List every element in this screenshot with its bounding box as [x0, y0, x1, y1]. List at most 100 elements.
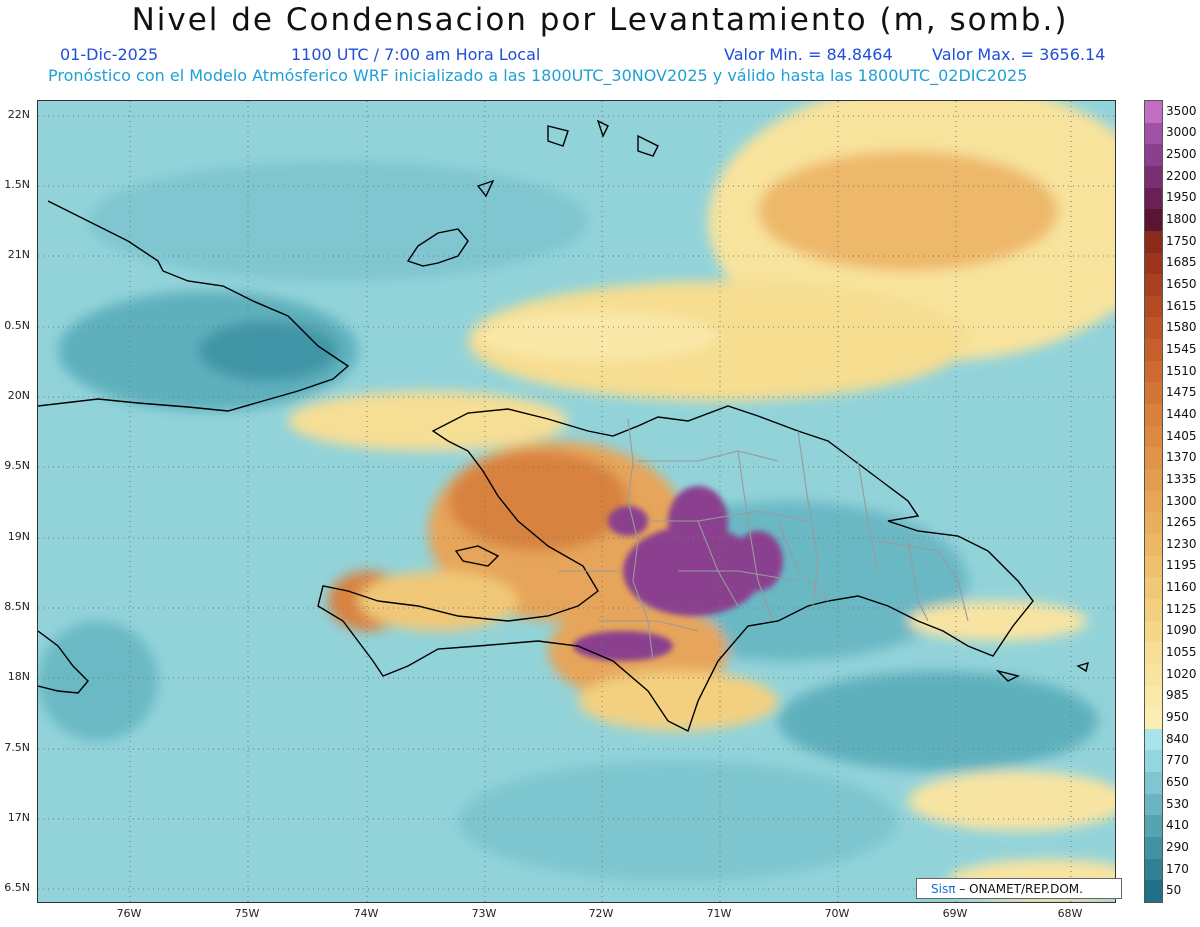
legend-swatch: [1145, 425, 1162, 448]
legend-swatch: [1145, 295, 1162, 318]
legend-label: 1475: [1166, 385, 1197, 400]
legend-label: 1160: [1166, 580, 1197, 595]
legend-label: 1370: [1166, 450, 1197, 465]
legend-label: 1090: [1166, 623, 1197, 638]
gonave-coast: [454, 545, 500, 567]
coastlines: [38, 119, 1089, 732]
legend-label: 1440: [1166, 406, 1197, 421]
lon-label: 68W: [1057, 907, 1083, 920]
forecast-date: 01-Dic-2025: [60, 45, 159, 64]
legend-swatch: [1145, 858, 1162, 881]
lon-label: 76W: [116, 907, 142, 920]
lat-label: 21N: [7, 248, 30, 261]
legend-swatch: [1145, 707, 1162, 730]
legend-label: 3000: [1166, 125, 1197, 140]
lcl-map: [38, 101, 1115, 902]
legend-label: 1685: [1166, 255, 1197, 270]
lat-label: 1.5N: [4, 178, 30, 191]
max-value: Valor Max. = 3656.14: [932, 45, 1106, 64]
legend-swatch: [1145, 663, 1162, 686]
lon-label: 71W: [706, 907, 732, 920]
legend-label: 950: [1166, 709, 1189, 724]
inagua-coast: [406, 228, 469, 267]
legend-swatch: [1145, 209, 1162, 232]
brand-name: Sisπ: [931, 882, 956, 896]
credit-box: Sisπ – ONAMET/REP.DOM.: [916, 878, 1122, 899]
legend-swatch: [1145, 598, 1162, 622]
legend-label: 1125: [1166, 601, 1197, 616]
lat-label: 19N: [7, 530, 30, 543]
cuba-coast: [38, 200, 350, 412]
legend-swatch: [1145, 339, 1162, 362]
lon-label: 75W: [234, 907, 260, 920]
legend-label: 770: [1166, 753, 1189, 768]
legend-label: 1750: [1166, 233, 1197, 248]
legend-swatch: [1145, 793, 1162, 816]
legend-label: 1265: [1166, 515, 1197, 530]
legend-label: 985: [1166, 688, 1189, 703]
province-borders: [558, 418, 969, 662]
lat-label: 18N: [7, 670, 30, 683]
legend-swatch: [1145, 122, 1162, 145]
legend-swatch: [1145, 144, 1162, 167]
legend-swatch: [1145, 685, 1162, 708]
legend-swatch: [1145, 880, 1162, 903]
legend-swatch: [1145, 404, 1162, 427]
legend-swatch: [1145, 469, 1162, 492]
legend-swatch: [1145, 252, 1162, 275]
legend-label: 1020: [1166, 666, 1197, 681]
islet-1: [476, 179, 495, 198]
forecast-time: 1100 UTC / 7:00 am Hora Local: [291, 45, 541, 64]
legend-swatch: [1145, 187, 1162, 210]
legend-swatch: [1145, 360, 1162, 383]
lat-label: 17N: [7, 811, 30, 824]
legend-swatch: [1145, 101, 1162, 124]
lon-label: 72W: [588, 907, 614, 920]
legend-label: 1405: [1166, 428, 1197, 443]
forecast-info: Pronóstico con el Modelo Atmósferico WRF…: [48, 66, 1028, 85]
grid-lines: [38, 101, 1115, 902]
legend-label: 290: [1166, 839, 1189, 854]
lon-label: 74W: [353, 907, 379, 920]
legend-swatch: [1145, 555, 1162, 578]
lon-label: 70W: [824, 907, 850, 920]
islet-3: [596, 119, 609, 138]
lon-label: 73W: [471, 907, 497, 920]
legend-label: 1055: [1166, 645, 1197, 660]
legend-swatch: [1145, 274, 1162, 297]
legend-label: 1650: [1166, 277, 1197, 291]
legend-swatch: [1145, 815, 1162, 838]
legend-swatch: [1145, 642, 1162, 665]
legend-label: 170: [1166, 861, 1189, 876]
map-title: Nivel de Condensacion por Levantamiento …: [131, 2, 1069, 38]
legend-label: 1230: [1166, 536, 1197, 551]
legend-label: 840: [1166, 731, 1189, 746]
color-legend: [1144, 100, 1163, 903]
legend-label: 1545: [1166, 341, 1197, 356]
legend-swatch: [1145, 837, 1162, 860]
lat-label: 0.5N: [4, 319, 30, 332]
lon-label: 69W: [942, 907, 968, 920]
credit-text: – ONAMET/REP.DOM.: [959, 882, 1083, 896]
legend-swatch: [1145, 490, 1162, 513]
legend-label: 2500: [1166, 147, 1197, 162]
legend-swatch: [1145, 317, 1162, 340]
legend-label: 1615: [1166, 298, 1197, 313]
islet-5: [1076, 661, 1089, 673]
lat-label: 20N: [7, 389, 30, 402]
legend-swatch: [1145, 728, 1162, 751]
legend-swatch: [1145, 165, 1162, 189]
legend-label: 530: [1166, 796, 1189, 811]
legend-label: 1580: [1166, 320, 1197, 335]
legend-swatch: [1145, 512, 1162, 535]
legend-swatch: [1145, 230, 1162, 254]
legend-swatch: [1145, 750, 1162, 773]
legend-swatch: [1145, 772, 1162, 795]
field-shading: [38, 101, 1115, 902]
legend-label: 650: [1166, 774, 1189, 789]
legend-swatch: [1145, 533, 1162, 557]
islet-4: [637, 134, 659, 157]
jamaica-coast: [38, 630, 89, 694]
legend-swatch: [1145, 620, 1162, 643]
map-panel: [37, 100, 1116, 903]
